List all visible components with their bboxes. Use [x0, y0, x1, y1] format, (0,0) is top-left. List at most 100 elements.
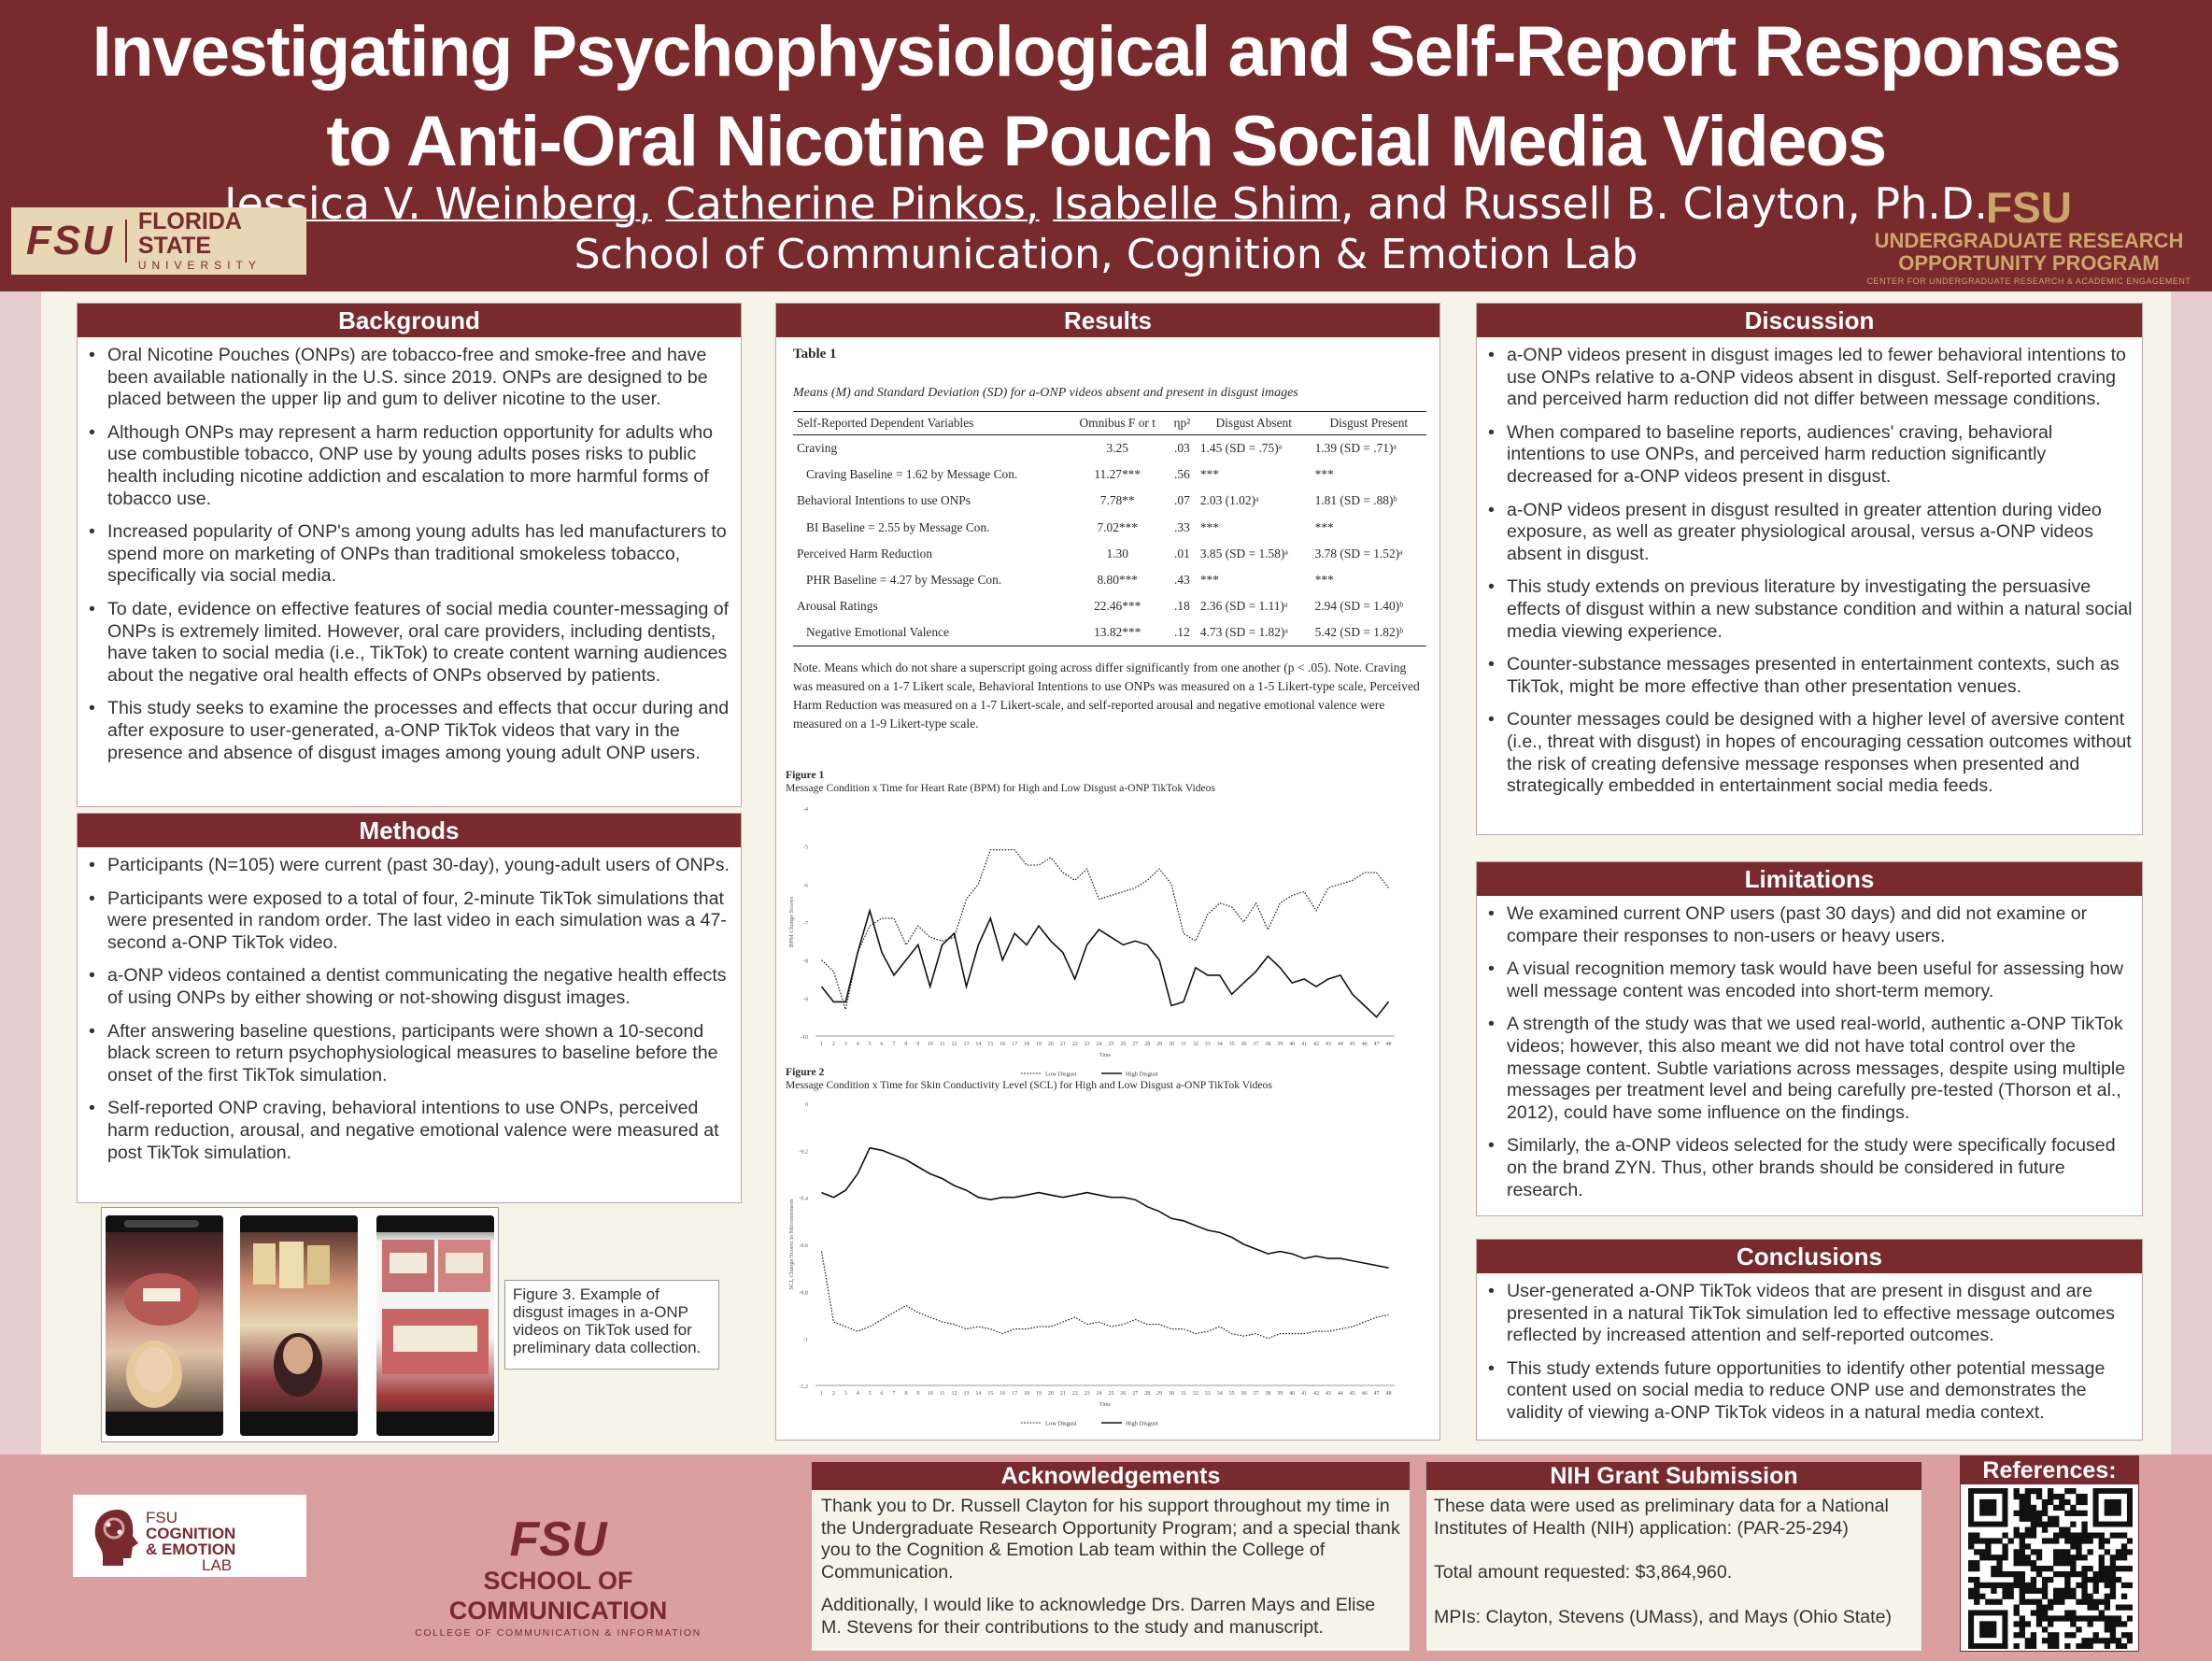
y-tick-label: -6 [803, 883, 808, 888]
qr-module [2030, 1549, 2037, 1555]
table-cell: 7.78** [1099, 493, 1135, 508]
table-cell: 3.25 [1106, 441, 1128, 455]
qr-module [1974, 1587, 1980, 1594]
x-tick-label: 2 [832, 1391, 835, 1397]
qr-module [2064, 1538, 2071, 1544]
table-row: Craving Baseline = 1.62 by Message Con. 1… [793, 461, 1426, 488]
qr-module [2035, 1493, 2043, 1500]
table-cell: *** [1199, 573, 1219, 587]
qr-module [2081, 1587, 2088, 1594]
figure1-label: Figure 1 [786, 769, 825, 781]
tiktok-screenshot-2 [240, 1215, 358, 1436]
qr-module [1996, 1560, 2003, 1567]
x-tick-label: 4 [857, 1391, 859, 1397]
methods-bullet: Self-reported ONP craving, behavioral in… [89, 1098, 731, 1164]
table-row: Arousal Ratings 22.46*** .18 2.36 (SD = 1.1… [793, 593, 1426, 620]
x-tick-label: 7 [892, 1042, 895, 1047]
qr-module [2024, 1510, 2032, 1516]
qr-module [2070, 1538, 2077, 1544]
qr-module [2041, 1498, 2049, 1506]
references-box: References: [1960, 1455, 2139, 1652]
limitations-list: We examined current ONP users (past 30 d… [1488, 903, 2133, 1201]
limitations-panel: Limitations We examined current ONP user… [1476, 861, 2143, 1216]
qr-module [2053, 1560, 2060, 1567]
qr-module [1968, 1593, 1975, 1599]
qr-module [2053, 1549, 2060, 1555]
qr-module [2076, 1532, 2082, 1539]
table-cell: *** [1199, 467, 1219, 481]
qr-module [2064, 1610, 2071, 1616]
qr-module [2041, 1626, 2049, 1633]
qr-module [2035, 1555, 2043, 1561]
x-tick-label: 48 [1386, 1042, 1392, 1047]
table-cell: .18 [1174, 599, 1190, 614]
qr-module [2081, 1498, 2088, 1506]
table1-note: Note. Means which do not share a supersc… [793, 660, 1420, 731]
y-tick-label: 0 [805, 1102, 808, 1108]
qr-module [1979, 1593, 1986, 1599]
qr-code-icon[interactable] [1968, 1488, 2133, 1649]
qr-module [2041, 1504, 2049, 1512]
x-tick-label: 10 [928, 1042, 933, 1047]
table-cell: 1.39 (SD = .71)ᵃ [1314, 441, 1397, 455]
x-tick-label: 9 [916, 1042, 919, 1047]
qr-module [2087, 1638, 2093, 1644]
x-tick-label: 16 [1000, 1391, 1005, 1397]
qr-module [2019, 1570, 2025, 1578]
x-tick-label: 11 [940, 1042, 945, 1047]
x-tick-label: 16 [1000, 1042, 1005, 1047]
qr-module [2047, 1638, 2054, 1644]
qr-module [2030, 1515, 2037, 1522]
x-tick-label: 32 [1193, 1391, 1198, 1397]
qr-module [2002, 1543, 2008, 1550]
fsu-logo: FSU FLORIDA STATE UNIVERSITY [11, 207, 306, 275]
table-cell: 2.36 (SD = 1.11)ᵃ [1199, 599, 1288, 614]
x-tick-label: 37 [1253, 1042, 1258, 1047]
x-tick-label: 39 [1277, 1042, 1283, 1047]
qr-module [2081, 1526, 2088, 1533]
qr-module [2013, 1526, 2020, 1533]
qr-module [2070, 1521, 2077, 1527]
table-cell: 22.46*** [1094, 599, 1141, 614]
qr-module [2104, 1615, 2111, 1622]
qr-module [2126, 1549, 2133, 1555]
qr-module [2053, 1593, 2060, 1599]
qr-module [1996, 1566, 2003, 1572]
qr-module [2126, 1538, 2133, 1544]
qr-module [2109, 1632, 2117, 1639]
qr-module [2120, 1543, 2128, 1550]
qr-module [2064, 1643, 2071, 1649]
qr-module [2053, 1504, 2060, 1512]
qr-module [2064, 1555, 2071, 1561]
qr-module [2092, 1570, 2099, 1578]
qr-module [2053, 1515, 2060, 1522]
qr-module [2109, 1582, 2117, 1589]
head-brain-icon [94, 1510, 138, 1566]
qr-module [2059, 1493, 2065, 1500]
qr-module [2064, 1510, 2071, 1516]
qr-module [2013, 1621, 2020, 1627]
qr-module [2070, 1621, 2077, 1627]
x-tick-label: 14 [975, 1391, 981, 1397]
poster-header: Investigating Psychophysiological and Se… [0, 0, 2212, 291]
x-tick-label: 27 [1132, 1391, 1138, 1397]
x-tick-label: 12 [952, 1042, 957, 1047]
x-tick-label: 44 [1338, 1391, 1343, 1397]
qr-module [2024, 1543, 2032, 1550]
qr-module [2047, 1598, 2054, 1605]
table-cell: Craving [797, 441, 838, 455]
background-heading: Background [78, 304, 741, 337]
table-cell: *** [1314, 573, 1334, 587]
x-tick-label: 29 [1156, 1042, 1162, 1047]
qr-module [2081, 1643, 2088, 1649]
qr-module [2019, 1510, 2025, 1516]
qr-module [1968, 1543, 1975, 1550]
x-tick-label: 29 [1156, 1391, 1162, 1397]
discussion-bullet: When compared to baseline reports, audie… [1488, 422, 2133, 489]
qr-module [2059, 1570, 2065, 1578]
x-tick-label: 40 [1289, 1042, 1295, 1047]
qr-module [2126, 1604, 2133, 1611]
x-tick-label: 42 [1313, 1042, 1319, 1047]
x-tick-label: 13 [963, 1391, 969, 1397]
x-tick-label: 10 [928, 1391, 933, 1397]
